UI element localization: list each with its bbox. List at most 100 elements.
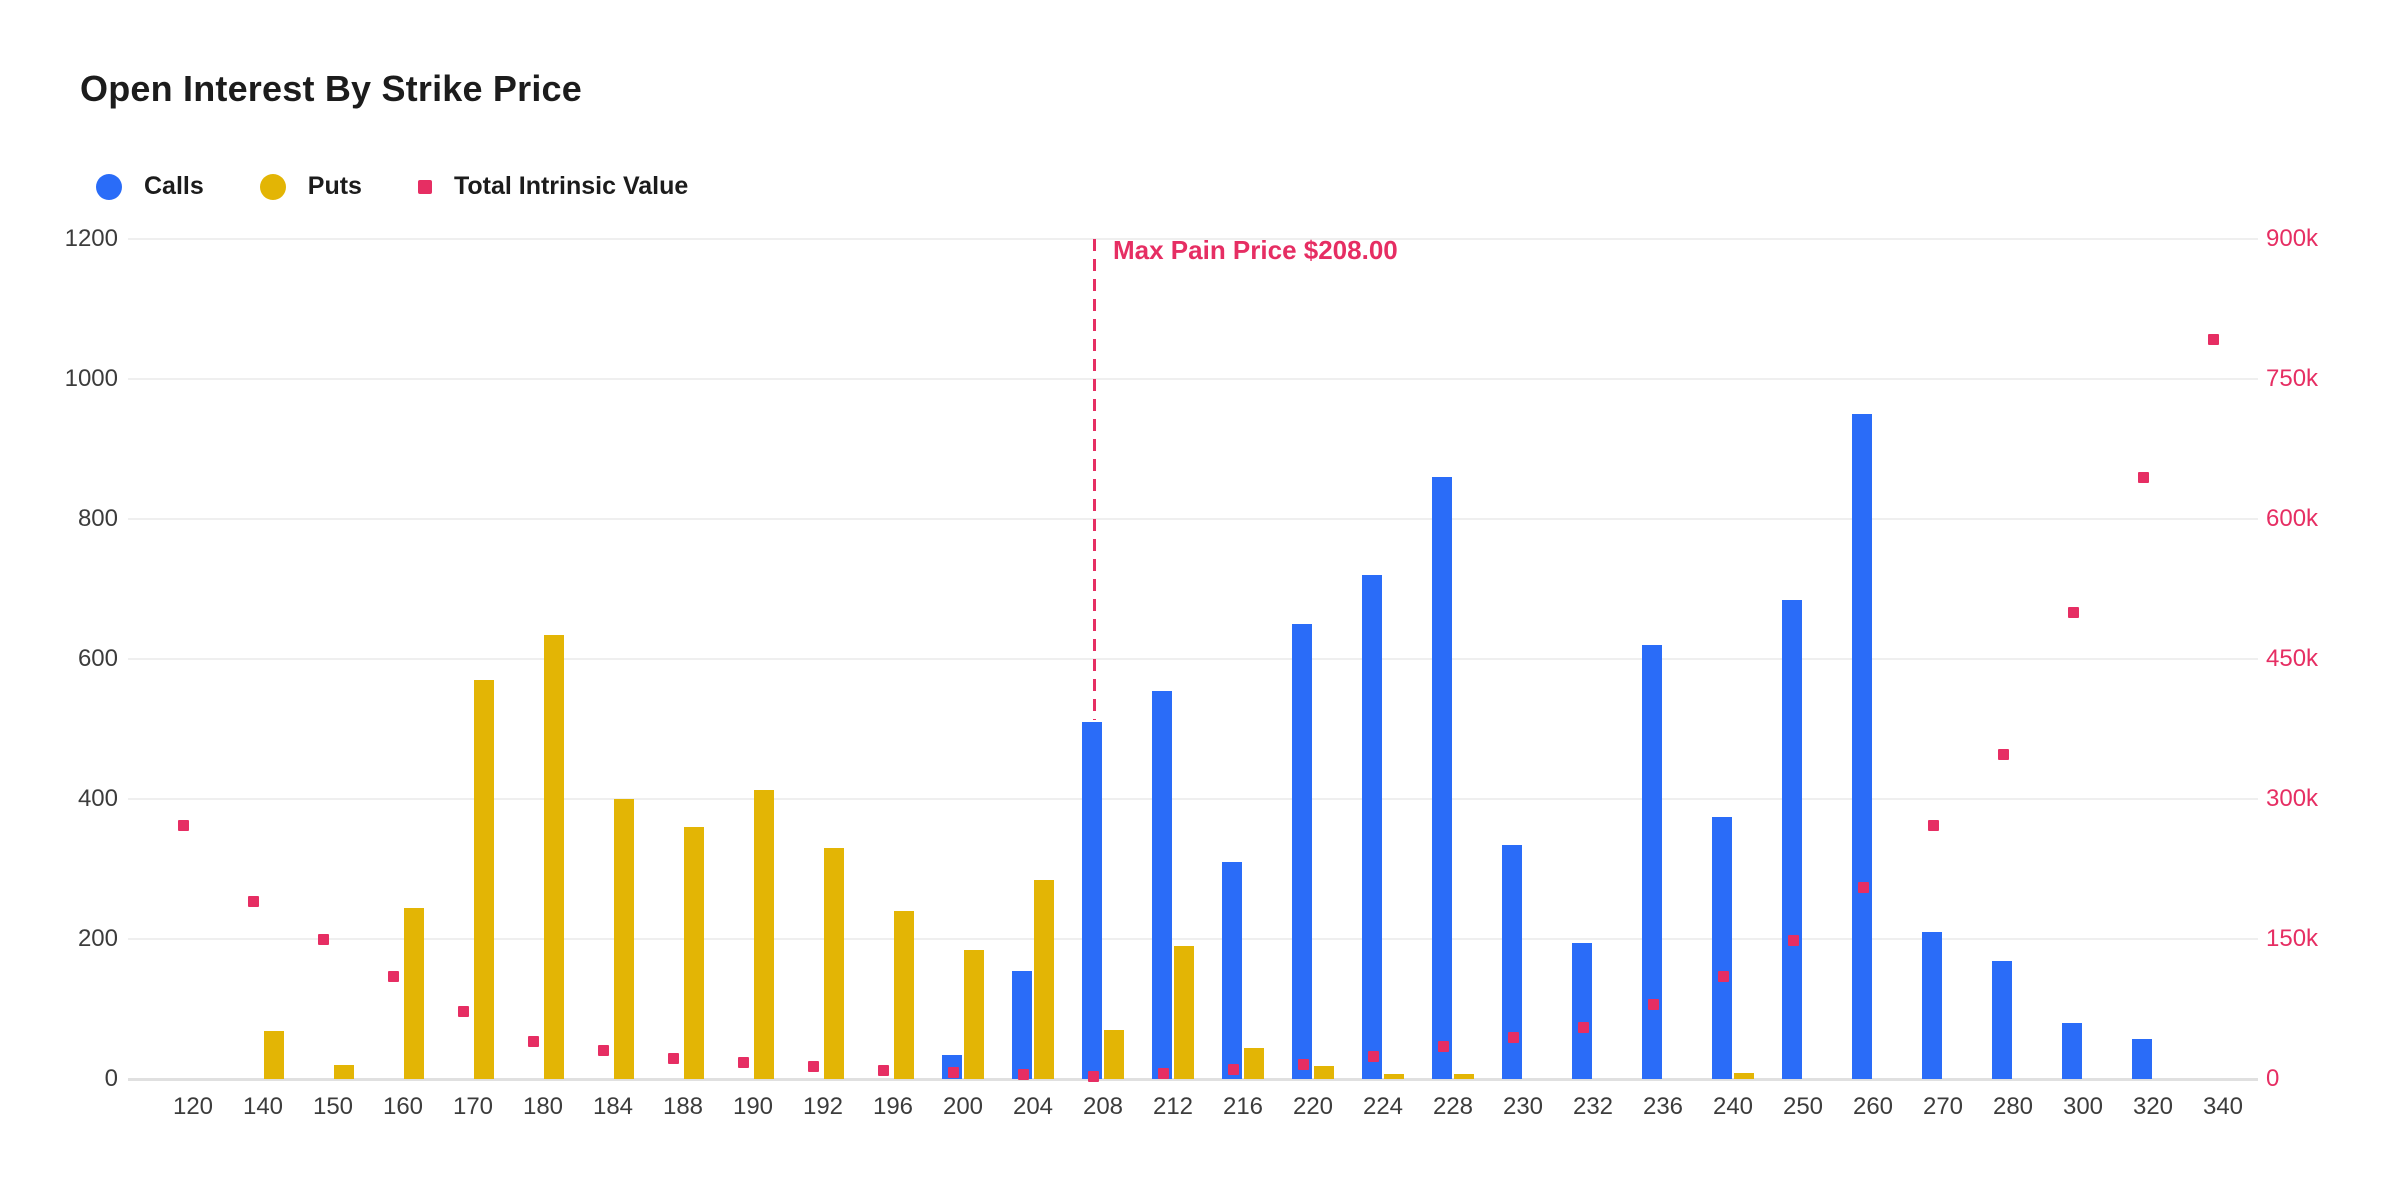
calls-bar[interactable] xyxy=(1992,961,2012,1079)
puts-bar[interactable] xyxy=(1734,1073,1754,1079)
x-axis-tick-label: 150 xyxy=(312,1093,354,1120)
puts-bar[interactable] xyxy=(684,827,704,1079)
right-axis-tick-label: 450k xyxy=(2266,645,2319,672)
legend-label-intrinsic-value: Total Intrinsic Value xyxy=(453,172,689,200)
puts-bar[interactable] xyxy=(824,848,844,1079)
intrinsic-value-marker[interactable] xyxy=(597,1044,609,1056)
x-axis-tick-label: 208 xyxy=(1082,1093,1124,1120)
left-axis-tick-label: 1000 xyxy=(64,365,118,392)
puts-bar[interactable] xyxy=(1384,1074,1404,1079)
puts-bar[interactable] xyxy=(1034,879,1054,1079)
x-axis-tick-label: 260 xyxy=(1852,1093,1894,1120)
x-axis-tick-label: 200 xyxy=(942,1093,984,1120)
calls-bar[interactable] xyxy=(1572,942,1592,1079)
x-axis-tick-label: 184 xyxy=(592,1093,634,1120)
intrinsic-value-marker[interactable] xyxy=(1227,1064,1239,1076)
intrinsic-value-marker[interactable] xyxy=(1577,1022,1589,1034)
intrinsic-value-marker[interactable] xyxy=(737,1056,749,1068)
puts-bar[interactable] xyxy=(544,634,564,1079)
calls-bar[interactable] xyxy=(1222,862,1242,1079)
right-axis-tick-label: 600k xyxy=(2266,505,2319,532)
puts-bar[interactable] xyxy=(474,680,494,1079)
intrinsic-value-legend-square-icon xyxy=(417,179,432,194)
calls-bar[interactable] xyxy=(1712,816,1732,1079)
intrinsic-value-marker[interactable] xyxy=(1787,935,1799,947)
calls-bar[interactable] xyxy=(1852,414,1872,1079)
intrinsic-value-marker[interactable] xyxy=(2207,334,2219,346)
intrinsic-value-marker[interactable] xyxy=(1087,1070,1099,1082)
calls-legend-dot-icon xyxy=(96,173,122,200)
calls-bar[interactable] xyxy=(1642,645,1662,1079)
calls-bar[interactable] xyxy=(1152,690,1172,1079)
x-axis-tick-label: 280 xyxy=(1992,1093,2034,1120)
intrinsic-value-marker[interactable] xyxy=(807,1061,819,1073)
x-axis-tick-label: 270 xyxy=(1922,1093,1964,1120)
calls-bar[interactable] xyxy=(2062,1023,2082,1079)
intrinsic-value-marker[interactable] xyxy=(667,1052,679,1064)
calls-bar[interactable] xyxy=(1922,932,1942,1079)
intrinsic-value-marker[interactable] xyxy=(1927,819,1939,831)
right-axis-tick-label: 150k xyxy=(2266,925,2319,952)
puts-bar[interactable] xyxy=(1454,1074,1474,1079)
intrinsic-value-marker[interactable] xyxy=(877,1065,889,1077)
intrinsic-value-marker[interactable] xyxy=(1297,1058,1309,1070)
calls-bar[interactable] xyxy=(1362,575,1382,1079)
intrinsic-value-marker[interactable] xyxy=(1507,1031,1519,1043)
x-axis-tick-label: 250 xyxy=(1782,1093,1824,1120)
puts-bar[interactable] xyxy=(334,1065,354,1079)
calls-bar[interactable] xyxy=(1012,970,1032,1079)
gridline xyxy=(128,238,2258,240)
right-axis-tick-label: 750k xyxy=(2266,365,2319,392)
puts-bar[interactable] xyxy=(1104,1030,1124,1079)
legend-item-intrinsic-value[interactable]: Total Intrinsic Value xyxy=(417,172,689,201)
intrinsic-value-marker[interactable] xyxy=(1717,970,1729,982)
puts-bar[interactable] xyxy=(404,907,424,1079)
intrinsic-value-marker[interactable] xyxy=(1437,1040,1449,1052)
calls-bar[interactable] xyxy=(1292,624,1312,1079)
intrinsic-value-marker[interactable] xyxy=(317,933,329,945)
puts-bar[interactable] xyxy=(1174,946,1194,1079)
calls-bar[interactable] xyxy=(1082,722,1102,1079)
intrinsic-value-marker[interactable] xyxy=(1857,882,1869,894)
puts-bar[interactable] xyxy=(754,789,774,1079)
legend-item-puts[interactable]: Puts xyxy=(259,172,362,201)
calls-bar[interactable] xyxy=(1432,477,1452,1079)
intrinsic-value-marker[interactable] xyxy=(1997,748,2009,760)
intrinsic-value-marker[interactable] xyxy=(2067,606,2079,618)
intrinsic-value-marker[interactable] xyxy=(177,819,189,831)
intrinsic-value-marker[interactable] xyxy=(387,970,399,982)
max-pain-line xyxy=(1093,239,1096,720)
calls-bar[interactable] xyxy=(1502,844,1522,1079)
intrinsic-value-marker[interactable] xyxy=(1157,1067,1169,1079)
x-axis-tick-label: 192 xyxy=(802,1093,844,1120)
puts-bar[interactable] xyxy=(1244,1047,1264,1079)
puts-legend-dot-icon xyxy=(259,173,286,200)
x-axis-tick-label: 228 xyxy=(1432,1093,1474,1120)
left-axis-tick-label: 1200 xyxy=(64,225,118,252)
x-axis-tick-label: 180 xyxy=(522,1093,564,1120)
intrinsic-value-marker[interactable] xyxy=(527,1036,539,1048)
puts-bar[interactable] xyxy=(1314,1066,1334,1079)
intrinsic-value-marker[interactable] xyxy=(2137,471,2149,483)
gridline xyxy=(128,378,2258,380)
intrinsic-value-marker[interactable] xyxy=(947,1066,959,1078)
intrinsic-value-marker[interactable] xyxy=(1017,1068,1029,1080)
legend-label-puts: Puts xyxy=(307,172,362,200)
puts-bar[interactable] xyxy=(614,799,634,1079)
left-axis-tick-label: 400 xyxy=(77,785,118,812)
legend-item-calls[interactable]: Calls xyxy=(96,172,204,201)
gridline xyxy=(128,518,2258,520)
left-axis-tick-label: 200 xyxy=(77,925,118,952)
intrinsic-value-marker[interactable] xyxy=(457,1006,469,1018)
puts-bar[interactable] xyxy=(264,1031,284,1079)
calls-bar[interactable] xyxy=(2132,1039,2152,1079)
puts-bar[interactable] xyxy=(964,949,984,1079)
x-axis-tick-label: 300 xyxy=(2062,1093,2104,1120)
intrinsic-value-marker[interactable] xyxy=(247,896,259,908)
gridline xyxy=(128,798,2258,800)
x-axis-tick-label: 120 xyxy=(172,1093,214,1120)
calls-bar[interactable] xyxy=(1782,599,1802,1079)
intrinsic-value-marker[interactable] xyxy=(1367,1051,1379,1063)
puts-bar[interactable] xyxy=(894,911,914,1079)
intrinsic-value-marker[interactable] xyxy=(1647,998,1659,1010)
